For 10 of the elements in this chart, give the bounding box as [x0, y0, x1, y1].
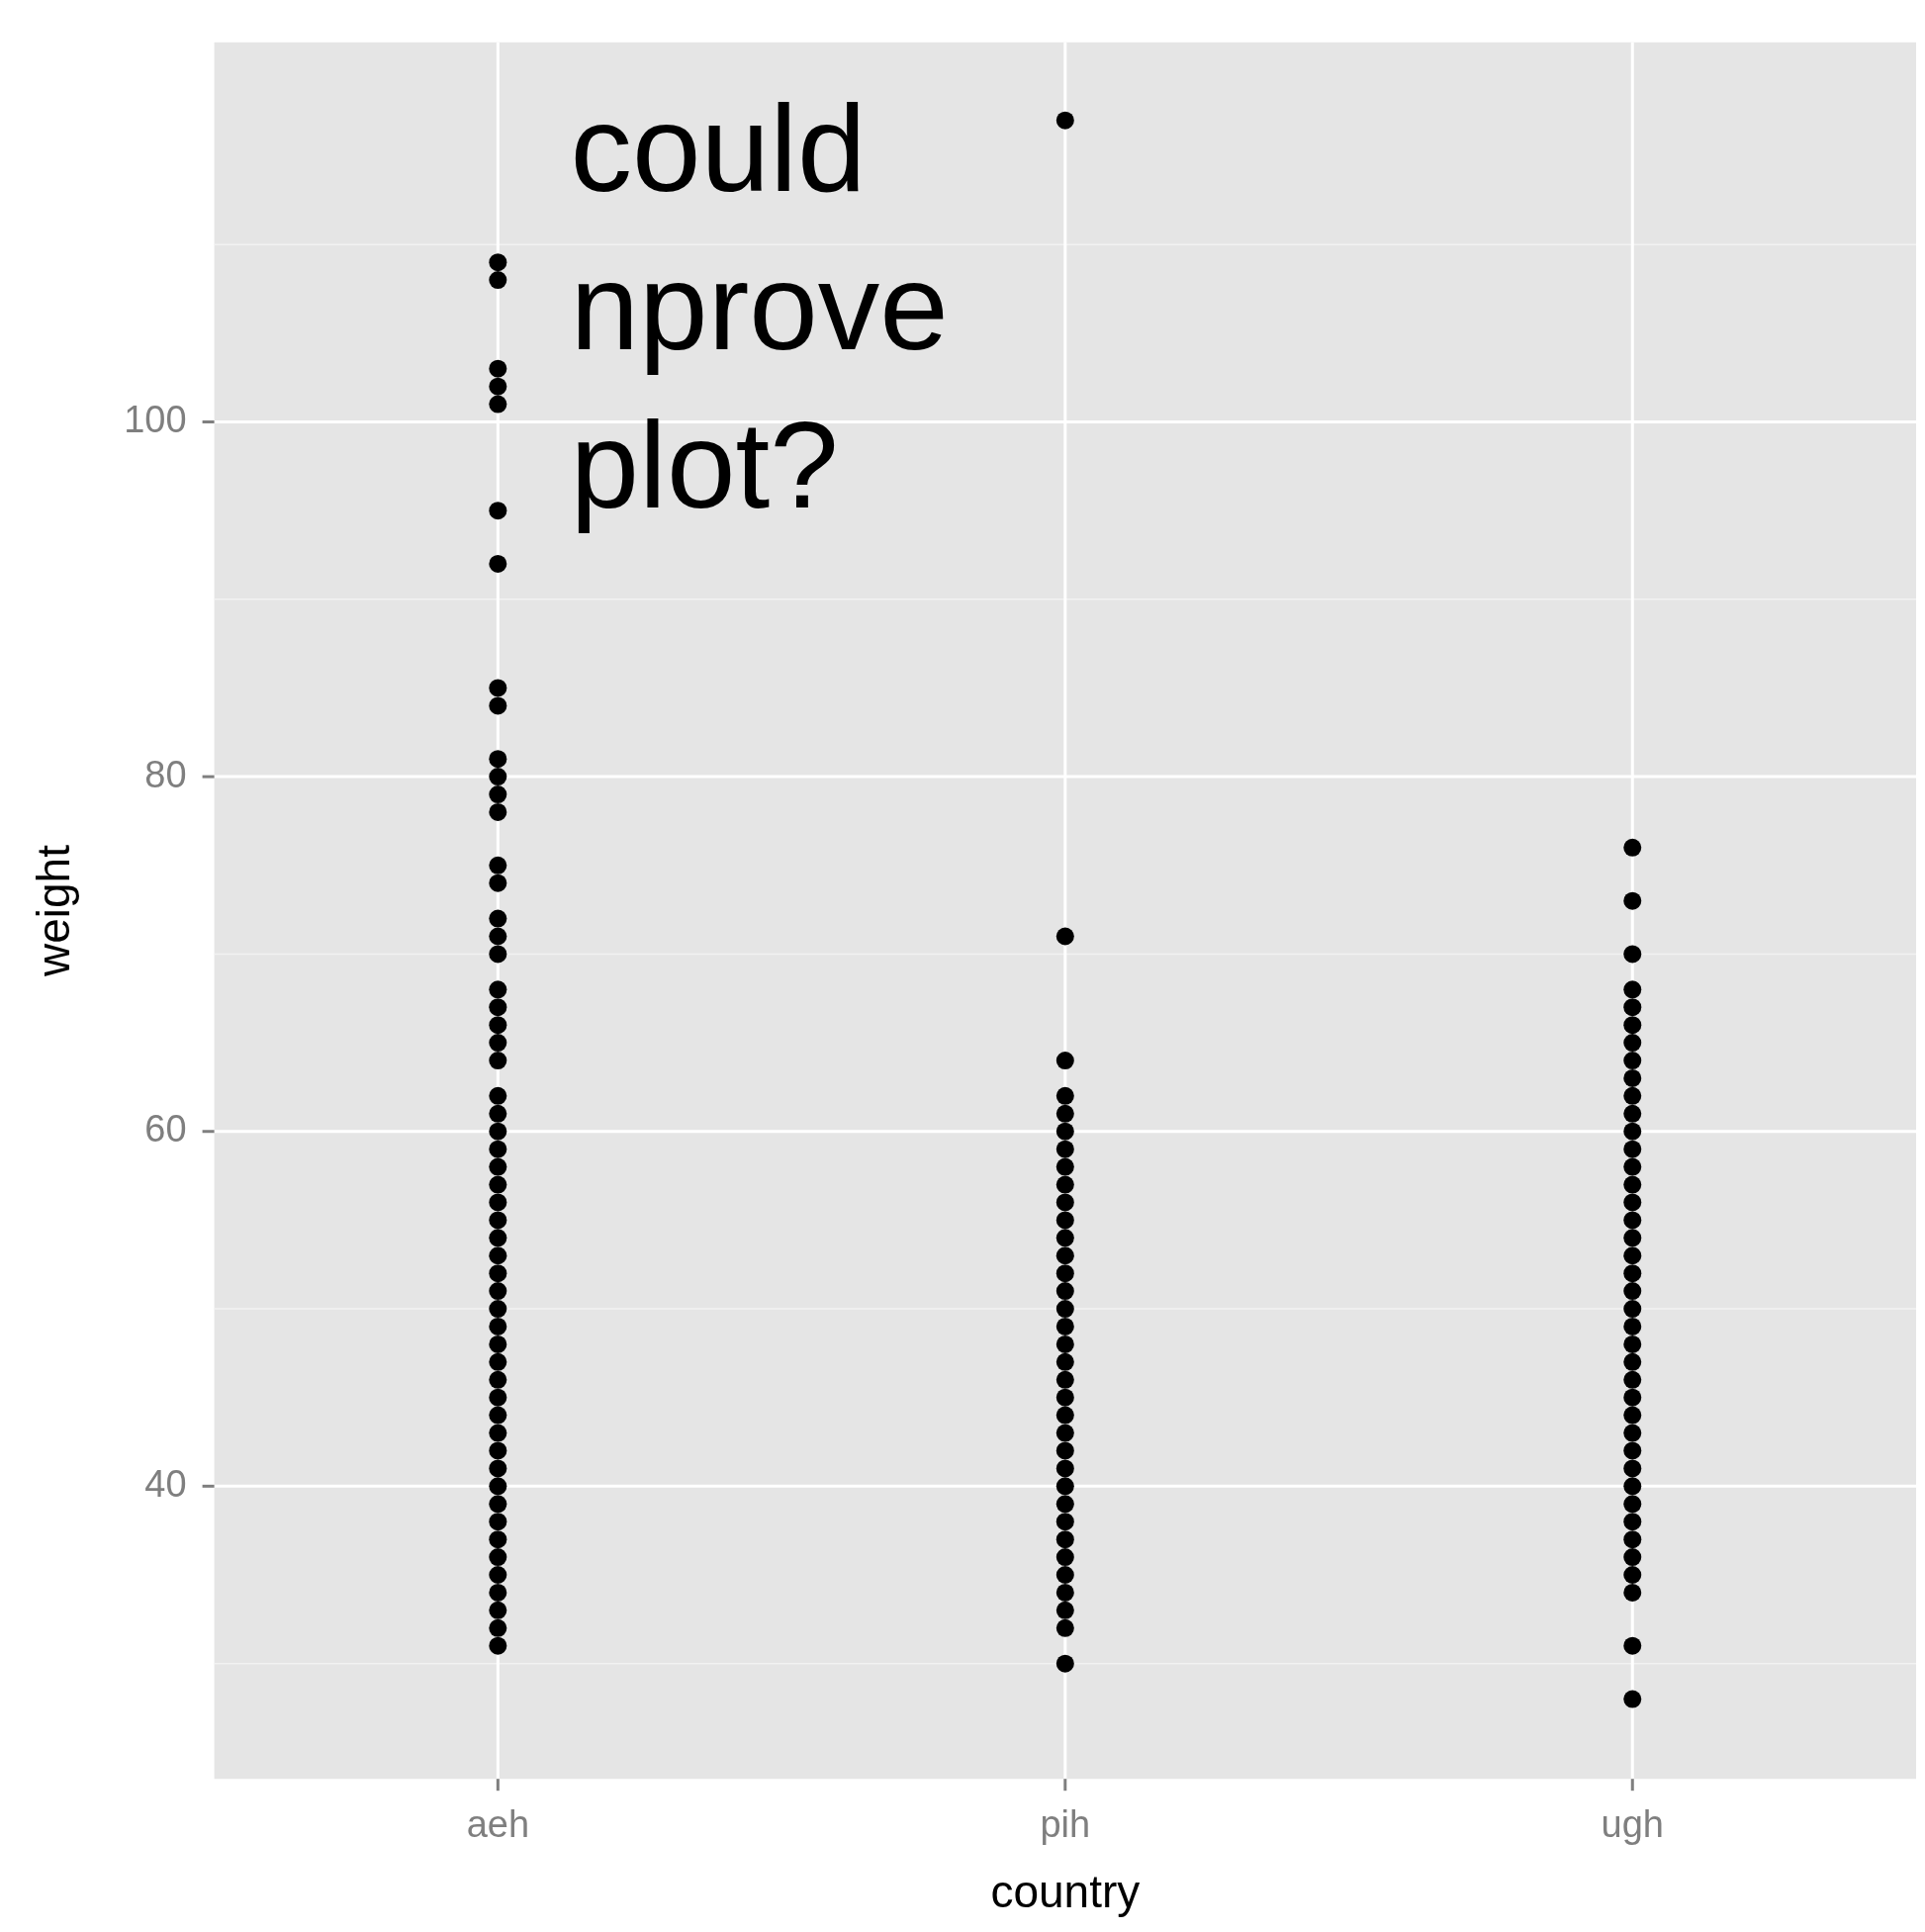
x-tick-label: ugh [1601, 1803, 1664, 1846]
y-tick-label: 60 [144, 1108, 187, 1150]
y-axis-title: weight [28, 844, 80, 977]
y-tick-label: 40 [144, 1462, 187, 1505]
annotation: could nprove plot? [570, 78, 949, 533]
y-tick-label: 100 [124, 399, 187, 440]
x-tick-label: pih [1040, 1803, 1091, 1846]
x-tick-label: aeh [466, 1803, 530, 1846]
y-tick-label: 80 [144, 753, 187, 795]
x-axis-title: country [990, 1866, 1141, 1918]
